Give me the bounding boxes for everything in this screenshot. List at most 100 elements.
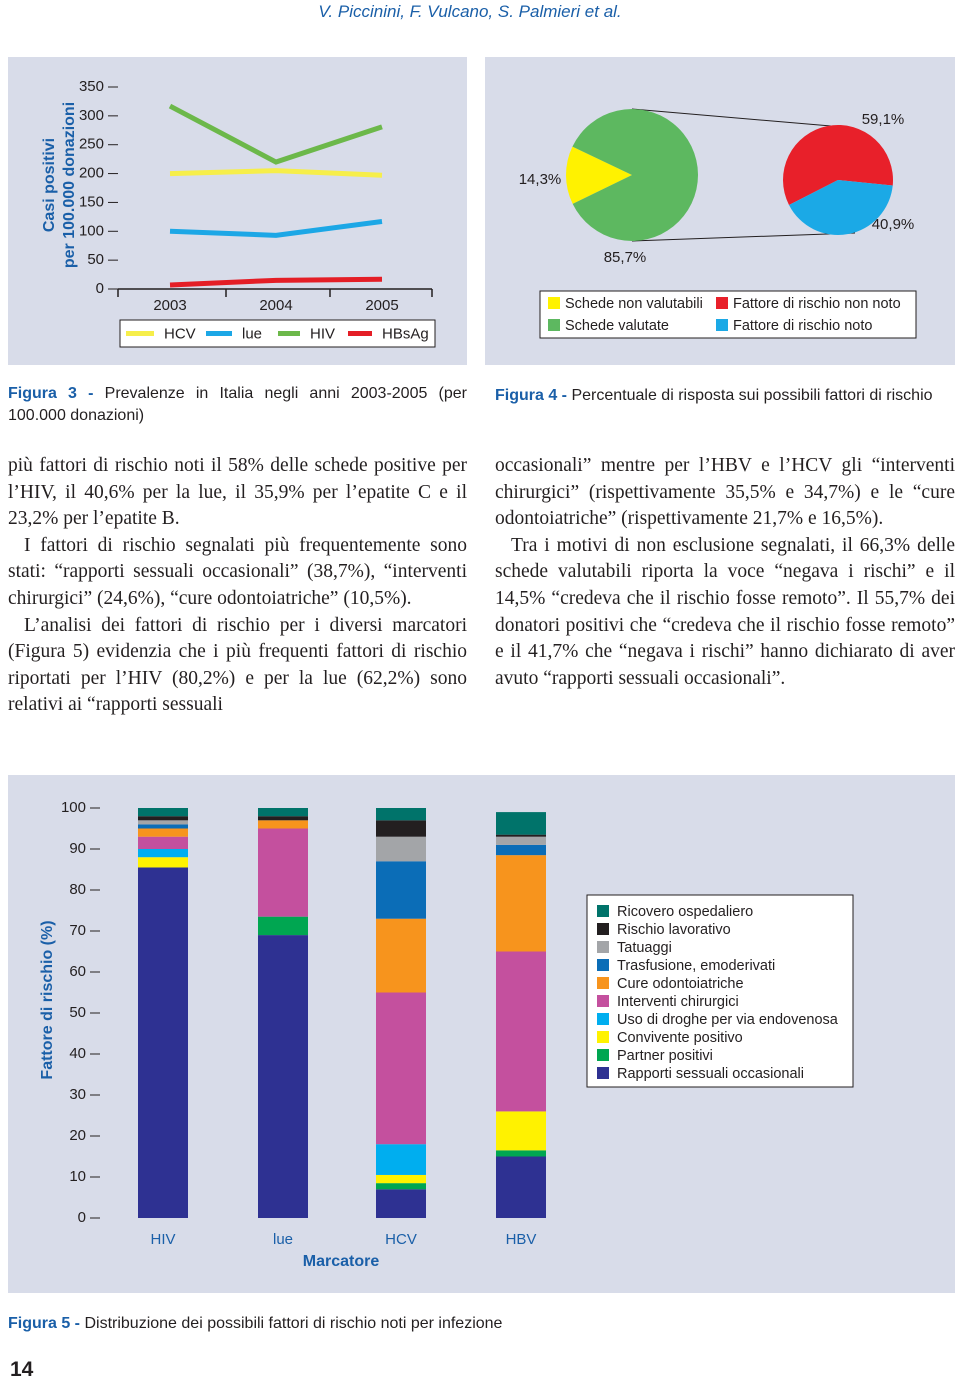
legend-label: Convivente positivo xyxy=(617,1030,743,1046)
legend-swatch xyxy=(597,977,609,989)
legend-swatch xyxy=(597,1049,609,1061)
bar-segment xyxy=(496,844,546,856)
body-column: più fattori di rischio noti il 58% delle… xyxy=(8,453,467,719)
legend-label: Interventi chirurgici xyxy=(617,994,739,1010)
pie-slice xyxy=(572,109,698,241)
bar-segment xyxy=(258,828,308,917)
y-tick-label: 250 xyxy=(79,136,104,153)
x-tick-label: lue xyxy=(273,1231,293,1248)
bar-segment xyxy=(496,1111,546,1151)
y-tick-label: 10 xyxy=(69,1168,86,1185)
bar-segment xyxy=(376,992,426,1145)
bar-segment xyxy=(376,820,426,837)
bar-segment xyxy=(496,951,546,1112)
legend-label: Rischio lavorativo xyxy=(617,922,731,938)
bar-segment xyxy=(138,808,188,817)
pie-slice xyxy=(783,125,893,205)
bar-segment xyxy=(138,820,188,825)
legend-label: HCV xyxy=(164,325,196,342)
value-label: 85,7% xyxy=(604,249,647,266)
y-tick-label: 300 xyxy=(79,107,104,124)
bar-segment xyxy=(258,820,308,829)
bar-segment xyxy=(496,836,546,845)
bar-segment xyxy=(138,816,188,821)
x-tick-label: HIV xyxy=(150,1231,175,1248)
bar-segment xyxy=(138,836,188,849)
bar-segment xyxy=(376,861,426,919)
legend-swatch xyxy=(716,297,728,309)
legend-label: Schede valutate xyxy=(565,318,669,334)
paragraph: Tra i motivi di non esclusione segnalati… xyxy=(495,534,955,689)
value-label: 59,1% xyxy=(862,111,905,128)
value-label: 14,3% xyxy=(519,171,562,188)
line-series xyxy=(169,168,383,178)
caption: Figura 3 - Prevalenze in Italia negli an… xyxy=(8,383,467,427)
bar-segment xyxy=(496,855,546,952)
connector xyxy=(631,232,856,242)
legend-box xyxy=(586,894,854,1088)
y-tick-label: 100 xyxy=(79,222,104,239)
bar-segment xyxy=(138,828,188,837)
bar-segment xyxy=(496,834,546,837)
y-axis-title: Fattore di rischio (%) xyxy=(39,920,56,1079)
value-label: 40,9% xyxy=(872,216,915,233)
bar-segment xyxy=(258,816,308,821)
figure-4: 14,3% Schede non valutabili 85,7% Schede va… xyxy=(485,57,955,365)
legend-swatch xyxy=(597,959,609,971)
bar-segment xyxy=(138,867,188,1218)
caption-label: Figura 5 - xyxy=(8,1315,81,1332)
legend-label: Partner positivi xyxy=(617,1048,713,1064)
y-tick-label: 50 xyxy=(87,251,104,268)
figure-3: 0 50 100 150 200 250 300 350 2003 2004 2005 Casi po… xyxy=(8,57,467,365)
legend-label: Trasfusione, emoderivati xyxy=(617,958,775,974)
x-tick-label: HBV xyxy=(506,1231,537,1248)
legend-swatch xyxy=(597,905,609,917)
legend-label: Rapporti sessuali occasionali xyxy=(617,1066,804,1082)
y-axis-title: per 100.000 donazioni xyxy=(61,102,78,268)
legend-swatch xyxy=(597,995,609,1007)
running-title: V. Piccinini, F. Vulcano, S. Palmieri et… xyxy=(318,2,622,21)
x-tick-label: HCV xyxy=(385,1231,417,1248)
bar-segment xyxy=(376,1144,426,1175)
y-tick-label: 150 xyxy=(79,193,104,210)
y-tick-label: 60 xyxy=(69,963,86,980)
legend-swatch xyxy=(548,319,560,331)
legend-swatch xyxy=(597,923,609,935)
caption: Figura 5 - Distribuzione dei possibili f… xyxy=(8,1313,908,1335)
legend-swatch xyxy=(597,1013,609,1025)
y-tick-label: 100 xyxy=(61,799,86,816)
legend-label: HBsAg xyxy=(382,325,429,342)
connector xyxy=(631,108,832,127)
legend-label: HIV xyxy=(310,325,335,342)
line-series xyxy=(169,218,383,238)
bar-segment xyxy=(258,808,308,817)
paragraph: I fattori di rischio segnalati più frequ… xyxy=(8,534,467,609)
caption-text: Distribuzione dei possibili fattori di r… xyxy=(84,1315,503,1332)
y-tick-label: 50 xyxy=(69,1004,86,1021)
bar-segment xyxy=(376,808,426,821)
bar-segment xyxy=(138,849,188,858)
caption-label: Figura 4 - xyxy=(495,387,568,404)
legend-swatch xyxy=(597,1067,609,1079)
legend-label: Cure odontoiatriche xyxy=(617,976,744,992)
y-tick-label: 30 xyxy=(69,1086,86,1103)
y-tick-label: 40 xyxy=(69,1045,86,1062)
legend-box xyxy=(119,319,436,348)
bar-segment xyxy=(376,836,426,862)
bar-segment xyxy=(258,935,308,1218)
caption-label: Figura 3 - xyxy=(8,385,94,402)
legend-swatch xyxy=(548,297,560,309)
body-column: occasionali” mentre per l’HBV e l’HCV gl… xyxy=(495,453,955,692)
paragraph: più fattori di rischio noti il 58% delle… xyxy=(8,455,467,530)
legend-swatch xyxy=(597,1031,609,1043)
legend-label: Fattore di rischio noto xyxy=(733,318,872,334)
bar-segment xyxy=(376,1189,426,1218)
y-tick-label: 20 xyxy=(69,1127,86,1144)
caption-text: Percentuale di risposta sui possibili fa… xyxy=(571,387,933,404)
paragraph: occasionali” mentre per l’HBV e l’HCV gl… xyxy=(495,455,955,530)
line-series xyxy=(168,103,383,165)
y-tick-label: 70 xyxy=(69,922,86,939)
legend-swatch xyxy=(716,319,728,331)
legend-label: Ricovero ospedaliero xyxy=(617,904,753,920)
